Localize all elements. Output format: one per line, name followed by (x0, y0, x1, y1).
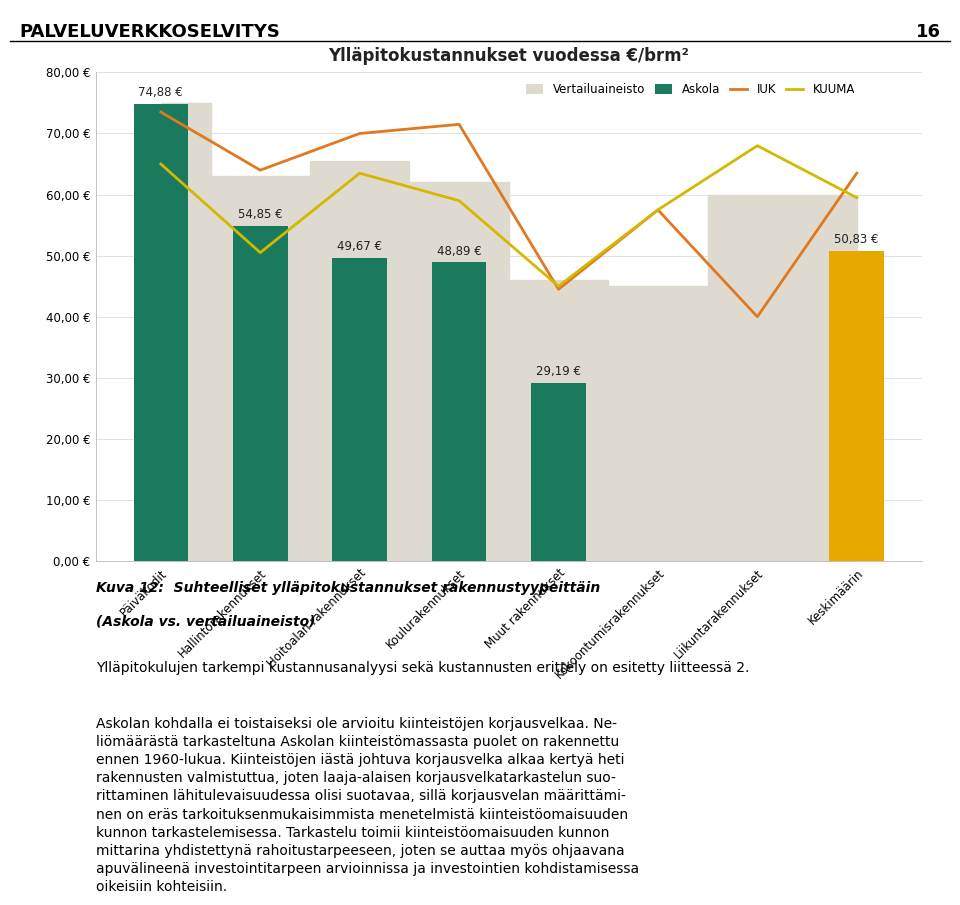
Text: 54,85 €: 54,85 € (238, 208, 282, 221)
Legend: Vertailuaineisto, Askola, IUK, KUUMA: Vertailuaineisto, Askola, IUK, KUUMA (521, 79, 860, 100)
Text: 29,19 €: 29,19 € (536, 365, 581, 378)
Text: PALVELUVERKKOSELVITYS: PALVELUVERKKOSELVITYS (19, 23, 280, 41)
Bar (133, 104, 188, 561)
Bar (233, 226, 288, 561)
Text: (Askola vs. vertailuaineisto): (Askola vs. vertailuaineisto) (96, 614, 316, 628)
Text: Kuva 12:  Suhteelliset ylläpitokustannukset rakennustyypeittäin: Kuva 12: Suhteelliset ylläpitokustannuks… (96, 581, 600, 595)
Text: 49,67 €: 49,67 € (337, 240, 382, 252)
Text: Ylläpitokulujen tarkempi kustannusanalyysi sekä kustannusten erittely on esitett: Ylläpitokulujen tarkempi kustannusanalyy… (96, 661, 750, 674)
Bar (432, 262, 487, 561)
Text: Askolan kohdalla ei toistaiseksi ole arvioitu kiinteistöjen korjausvelkaa. Ne-
l: Askolan kohdalla ei toistaiseksi ole arv… (96, 717, 639, 894)
Bar (829, 251, 884, 561)
Bar (531, 383, 586, 561)
Title: Ylläpitokustannukset vuodessa €/brm²: Ylläpitokustannukset vuodessa €/brm² (328, 47, 689, 65)
Text: 50,83 €: 50,83 € (834, 233, 879, 245)
Text: 48,89 €: 48,89 € (437, 244, 482, 258)
Text: 16: 16 (916, 23, 941, 41)
Bar (332, 258, 387, 561)
Text: 74,88 €: 74,88 € (138, 86, 183, 99)
